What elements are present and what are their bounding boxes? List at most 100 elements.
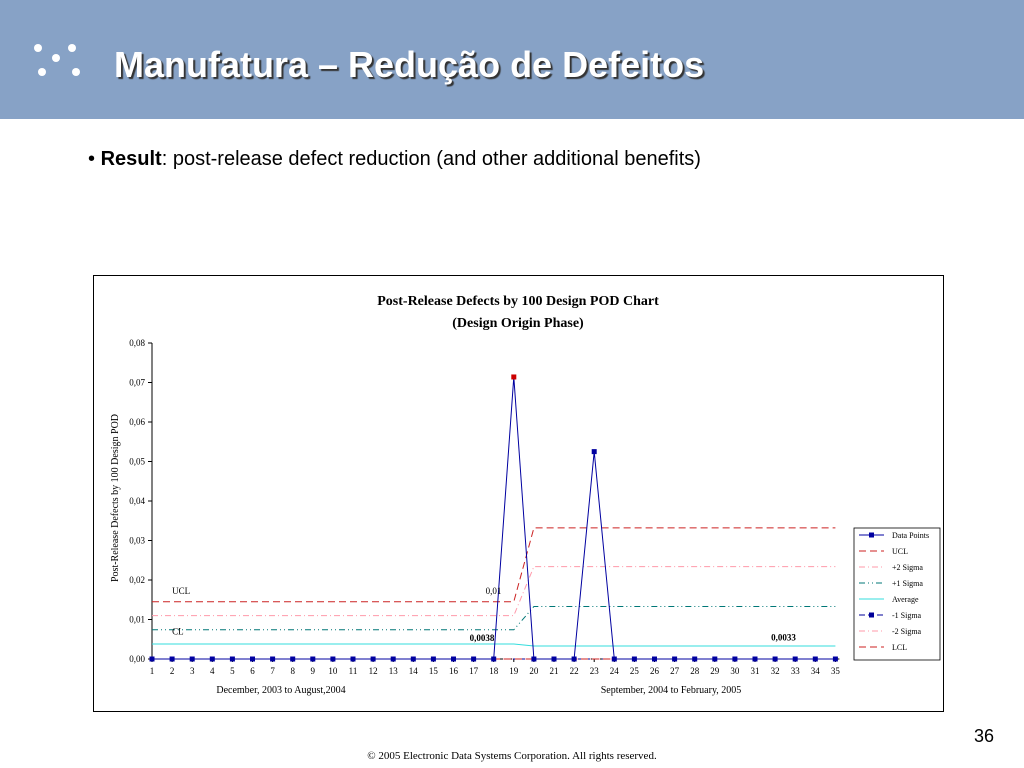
legend-marker	[869, 612, 874, 618]
data-point-marker	[571, 656, 577, 662]
x-tick-label: 29	[710, 666, 720, 676]
x-tick-label: 27	[670, 666, 680, 676]
chart-annotation: 0,01	[486, 586, 502, 596]
x-tick-label: 32	[771, 666, 780, 676]
y-tick-label: 0,04	[129, 496, 145, 506]
data-point-marker	[290, 656, 296, 662]
chart-annotation: UCL	[172, 586, 190, 596]
x-tick-label: 6	[250, 666, 255, 676]
x-tick-label: 30	[730, 666, 740, 676]
x-tick-label: 23	[590, 666, 600, 676]
legend-box	[853, 527, 941, 661]
data-point-marker	[631, 656, 637, 662]
data-point-marker	[330, 656, 336, 662]
x-tick-label: 24	[610, 666, 620, 676]
data-point-marker	[531, 656, 537, 662]
result-bullet: • Result: post-release defect reduction …	[88, 148, 701, 171]
data-point-marker	[511, 374, 517, 380]
header-bar: Manufatura – Redução de Defeitos	[0, 0, 1024, 119]
legend-entry: UCL	[892, 547, 908, 556]
bullet-marker: •	[88, 148, 96, 170]
x-tick-label: 26	[650, 666, 660, 676]
data-point-marker	[250, 656, 255, 662]
legend-entry: Data Points	[892, 531, 929, 540]
data-point-marker	[229, 656, 235, 662]
bullet-bold-text: Result	[100, 148, 162, 170]
data-point-marker	[189, 656, 195, 662]
y-axis-label: Post-Release Defects by 100 Design POD	[110, 414, 121, 582]
chart-title-line1: Post-Release Defects by 100 Design POD C…	[377, 294, 659, 309]
x-tick-label: 20	[529, 666, 539, 676]
slide-title: Manufatura – Redução de Defeitos	[114, 44, 705, 85]
series-average	[152, 643, 836, 647]
data-point-marker	[350, 656, 356, 662]
legend-entry: +2 Sigma	[892, 563, 923, 572]
x-tick-label: 28	[690, 666, 700, 676]
data-point-marker	[712, 656, 718, 662]
data-point-marker	[390, 656, 396, 662]
data-point-marker	[611, 656, 617, 662]
control-chart: Post-Release Defects by 100 Design POD C…	[110, 294, 941, 696]
x-tick-label: 22	[570, 666, 579, 676]
data-point-marker	[169, 656, 175, 662]
legend-entry: -2 Sigma	[892, 627, 922, 636]
y-tick-label: 0,08	[129, 338, 145, 348]
chart-annotation: 0,0033	[771, 632, 796, 642]
data-point-marker	[732, 656, 738, 662]
legend-entry: LCL	[892, 643, 907, 652]
page-number: 36	[974, 726, 995, 746]
x-tick-label: 5	[230, 666, 235, 676]
chart-title-line2: (Design Origin Phase)	[452, 316, 584, 331]
y-tick-label: 0,03	[129, 536, 145, 546]
x-tick-label: 15	[429, 666, 439, 676]
y-tick-label: 0,05	[129, 457, 145, 467]
x-tick-label: 2	[170, 666, 175, 676]
x-tick-label: 8	[290, 666, 295, 676]
x-tick-label: 14	[409, 666, 419, 676]
x-tick-label: 4	[210, 666, 215, 676]
chart-frame: Post-Release Defects by 100 Design POD C…	[93, 275, 944, 712]
legend-marker	[869, 532, 874, 538]
data-point-marker	[149, 656, 155, 662]
x-tick-label: 10	[328, 666, 338, 676]
data-point-marker	[471, 656, 477, 662]
x-tick-label: 13	[389, 666, 399, 676]
x-tick-label: 35	[831, 666, 841, 676]
x-tick-label: 25	[630, 666, 640, 676]
x-axis-label-right: September, 2004 to February, 2005	[601, 685, 742, 696]
y-tick-label: 0,01	[129, 615, 145, 625]
legend-entry: -1 Sigma	[892, 611, 922, 620]
data-point-marker	[591, 449, 597, 455]
y-tick-label: 0,07	[129, 378, 145, 388]
y-tick-label: 0,06	[129, 417, 145, 427]
chart-annotation: 0,0038	[470, 633, 495, 643]
chart-annotation: CL	[172, 627, 184, 637]
x-tick-label: 21	[550, 666, 559, 676]
x-tick-label: 31	[751, 666, 760, 676]
data-point-marker	[551, 656, 557, 662]
data-point-marker	[451, 656, 456, 662]
x-tick-label: 18	[489, 666, 499, 676]
data-point-marker	[692, 656, 698, 662]
series-data-points-line	[152, 376, 836, 660]
data-point-marker	[430, 656, 436, 662]
bullet-dots-icon	[34, 44, 88, 80]
y-tick-label: 0,00	[129, 654, 145, 664]
x-tick-label: 11	[349, 666, 358, 676]
data-point-marker	[672, 656, 678, 662]
data-point-marker	[491, 656, 497, 662]
data-point-marker	[209, 656, 215, 662]
bullet-text: : post-release defect reduction (and oth…	[161, 148, 701, 170]
data-point-marker	[772, 656, 778, 662]
x-tick-label: 9	[311, 666, 316, 676]
chart-legend: Data Points UCL +2 Sigma +1 Sigma Average -1 …	[853, 527, 941, 661]
copyright-footer: © 2005 Electronic Data Systems Corporati…	[367, 750, 657, 762]
data-point-marker	[652, 656, 657, 662]
x-tick-label: 1	[150, 666, 155, 676]
data-point-marker	[752, 656, 758, 662]
legend-entry: +1 Sigma	[892, 579, 923, 588]
x-tick-label: 12	[369, 666, 378, 676]
series-ucl	[152, 527, 836, 603]
data-point-marker	[410, 656, 416, 662]
x-tick-label: 19	[509, 666, 519, 676]
